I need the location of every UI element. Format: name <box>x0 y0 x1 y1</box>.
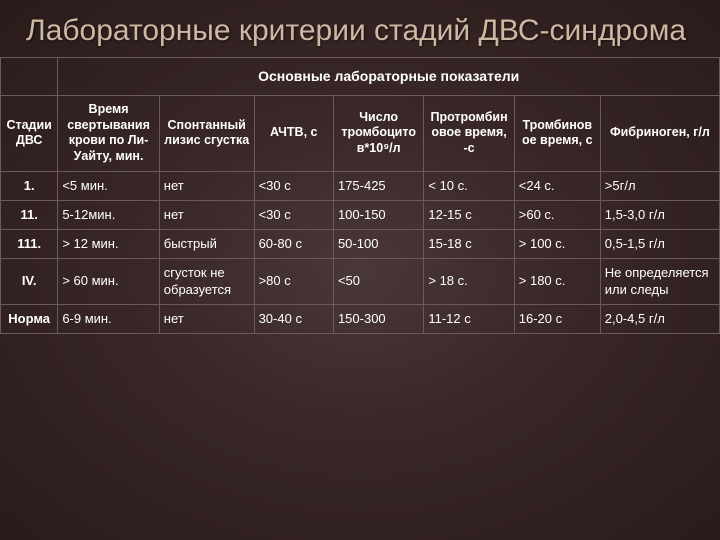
criteria-table: Основные лабораторные показатели Стадии … <box>0 57 720 335</box>
cell: быстрый <box>159 230 254 259</box>
table-row: 11. 5-12мин. нет <30 с 100-150 12-15 с >… <box>1 200 720 229</box>
stage-cell: 111. <box>1 230 58 259</box>
cell: 5-12мин. <box>58 200 159 229</box>
cell: < 10 с. <box>424 171 514 200</box>
cell: нет <box>159 304 254 333</box>
cell: <30 с <box>254 171 333 200</box>
cell: 0,5-1,5 г/л <box>600 230 719 259</box>
cell: сгусток не образуется <box>159 259 254 305</box>
cell: 15-18 с <box>424 230 514 259</box>
header-row-cols: Стадии ДВС Время свертывания крови по Ли… <box>1 96 720 172</box>
cell: > 18 с. <box>424 259 514 305</box>
col-plt: Число тромбоцитов*10⁹/л <box>333 96 423 172</box>
merged-header: Основные лабораторные показатели <box>58 57 720 96</box>
blank-cell <box>1 57 58 96</box>
cell: 30-40 с <box>254 304 333 333</box>
col-stage: Стадии ДВС <box>1 96 58 172</box>
table-row: 111. > 12 мин. быстрый 60-80 с 50-100 15… <box>1 230 720 259</box>
cell: 2,0-4,5 г/л <box>600 304 719 333</box>
col-fib: Фибриноген, г/л <box>600 96 719 172</box>
cell: > 100 с. <box>514 230 600 259</box>
table-row: IV. > 60 мин. сгусток не образуется >80 … <box>1 259 720 305</box>
stage-cell: Норма <box>1 304 58 333</box>
table-row: Норма 6-9 мин. нет 30-40 с 150-300 11-12… <box>1 304 720 333</box>
cell: 100-150 <box>333 200 423 229</box>
cell: > 60 мин. <box>58 259 159 305</box>
cell: > 12 мин. <box>58 230 159 259</box>
col-lysis: Спонтанный лизис сгустка <box>159 96 254 172</box>
cell: Не определяется или следы <box>600 259 719 305</box>
cell: 12-15 с <box>424 200 514 229</box>
cell: >5г/л <box>600 171 719 200</box>
col-lee-white: Время свертывания крови по Ли-Уайту, мин… <box>58 96 159 172</box>
cell: 50-100 <box>333 230 423 259</box>
cell: 11-12 с <box>424 304 514 333</box>
cell: нет <box>159 200 254 229</box>
cell: 60-80 с <box>254 230 333 259</box>
cell: <30 с <box>254 200 333 229</box>
slide-title: Лабораторные критерии стадий ДВС-синдром… <box>0 0 720 57</box>
col-pt: Протромбиновое время, -с <box>424 96 514 172</box>
cell: 16-20 с <box>514 304 600 333</box>
col-tt: Тромбиновое время, с <box>514 96 600 172</box>
stage-cell: 11. <box>1 200 58 229</box>
col-aptt: АЧТВ, с <box>254 96 333 172</box>
cell: 6-9 мин. <box>58 304 159 333</box>
cell: 1,5-3,0 г/л <box>600 200 719 229</box>
cell: 150-300 <box>333 304 423 333</box>
stage-cell: IV. <box>1 259 58 305</box>
cell: <24 с. <box>514 171 600 200</box>
cell: >60 с. <box>514 200 600 229</box>
header-row-merged: Основные лабораторные показатели <box>1 57 720 96</box>
stage-cell: 1. <box>1 171 58 200</box>
table-row: 1. <5 мин. нет <30 с 175-425 < 10 с. <24… <box>1 171 720 200</box>
cell: <5 мин. <box>58 171 159 200</box>
cell: <50 <box>333 259 423 305</box>
cell: нет <box>159 171 254 200</box>
cell: >80 с <box>254 259 333 305</box>
criteria-table-wrap: Основные лабораторные показатели Стадии … <box>0 57 720 335</box>
cell: 175-425 <box>333 171 423 200</box>
cell: > 180 с. <box>514 259 600 305</box>
